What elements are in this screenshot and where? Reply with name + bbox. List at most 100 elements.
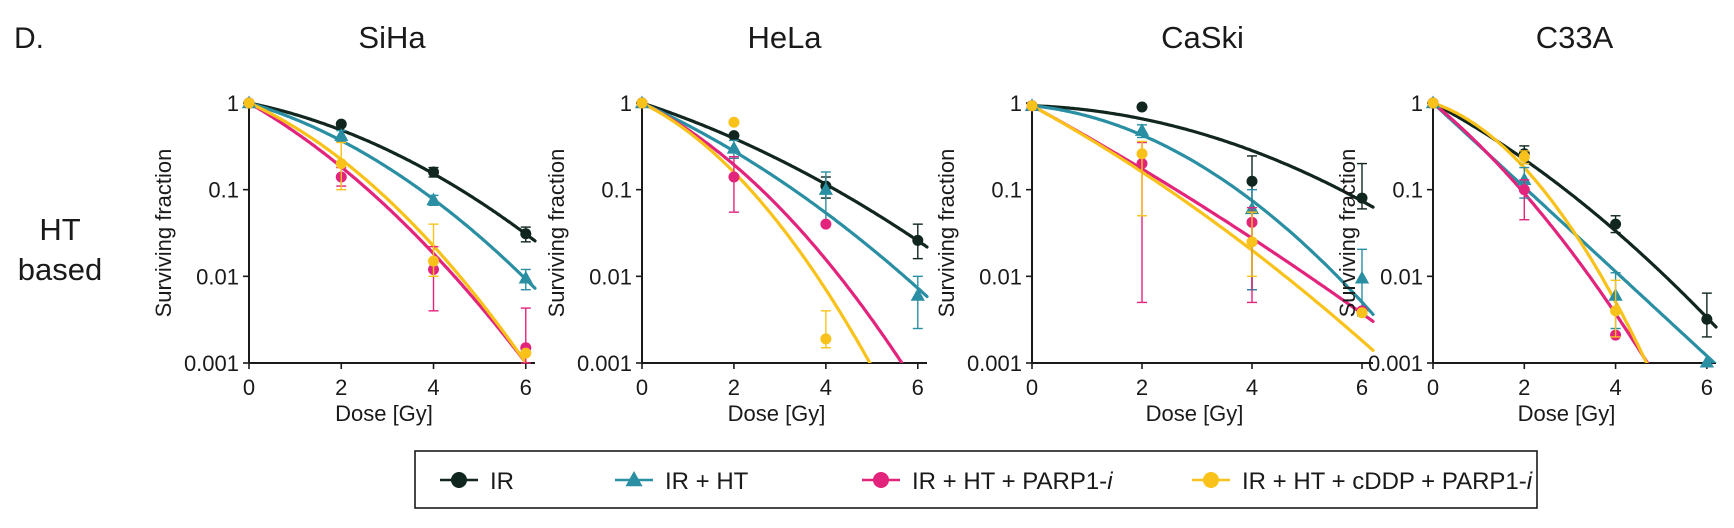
legend-box (414, 450, 1538, 509)
legend-entry-ir-ht-parp1-i: IR + HT + PARP1-i (862, 468, 1113, 495)
data-point-ir-ht (1134, 123, 1150, 136)
x-tick-label: 2 (1518, 375, 1530, 400)
data-point-ir-ht (1699, 354, 1714, 368)
data-point-ir-ht-cddp-parp1-i (1427, 97, 1439, 109)
fit-curve-ir-ht (642, 101, 929, 299)
y-tick-label: 0.1 (208, 178, 239, 203)
fit-curve-ir-ht-cddp-parp1-i (1032, 104, 1375, 352)
y-tick-label: 0.01 (589, 264, 632, 289)
data-point-ir-ht-cddp-parp1-i (1356, 307, 1368, 319)
legend-label: IR + HT + PARP1-i (912, 468, 1113, 495)
chart-title: CaSki (1161, 20, 1244, 55)
data-point-ir-ht (518, 270, 533, 284)
data-point-ir-ht-cddp-parp1-i (1136, 148, 1148, 160)
data-point-ir-ht (818, 182, 833, 195)
y-tick-label: 1 (1010, 91, 1022, 116)
data-point-ir-ht-cddp-parp1-i (520, 347, 532, 359)
chart-title: C33A (1536, 20, 1614, 55)
data-point-ir-ht-cddp-parp1-i (428, 255, 440, 267)
data-point-ir (1701, 313, 1713, 325)
y-tick-label: 0.001 (577, 351, 632, 376)
x-tick-label: 2 (1136, 375, 1148, 400)
fit-curves (642, 101, 929, 363)
row-label-line-2: based (18, 252, 102, 287)
data-point-ir-ht-cddp-parp1-i (820, 333, 832, 345)
data-point-ir (728, 130, 740, 142)
chart-title: SiHa (358, 20, 426, 55)
legend-entry-ir: IR (440, 468, 514, 495)
data-point-ir-ht-cddp-parp1-i (243, 97, 255, 109)
legend-entry-ir-ht-cddp-parp1-i: IR + HT + cDDP + PARP1-i (1192, 468, 1533, 495)
row-label-line-1: HT (39, 212, 80, 247)
data-point-ir (1136, 101, 1148, 113)
data-point-ir-ht-cddp-parp1-i (636, 97, 648, 109)
fit-curve-ir-ht-parp1-i (249, 101, 528, 363)
fit-curve-ir (249, 101, 537, 243)
legend-label: IR + HT + cDDP + PARP1-i (1242, 468, 1533, 495)
y-tick-label: 1 (227, 91, 239, 116)
data-point-ir (1356, 192, 1368, 204)
data-point-ir-ht (334, 128, 349, 141)
panel-label: D. (14, 22, 44, 55)
data-point-ir (1246, 175, 1258, 187)
x-axis-label: Dose [Gy] (335, 401, 433, 426)
data-point-ir-ht-cddp-parp1-i (1518, 151, 1530, 163)
x-tick-label: 4 (1609, 375, 1621, 400)
fit-curve-ir-ht-parp1-i (642, 101, 904, 363)
y-tick-label: 0.001 (1368, 351, 1423, 376)
x-tick-label: 0 (1427, 375, 1439, 400)
legend-entry-ir-ht: IR + HT (615, 468, 749, 495)
error-bar-ir-ht-parp1-i (728, 156, 739, 213)
fit-curves (249, 101, 537, 363)
y-tick-label: 0.01 (196, 264, 239, 289)
y-tick-label: 1 (620, 91, 632, 116)
fit-curves (1433, 101, 1718, 363)
y-axis-label: Surviving fraction (544, 149, 569, 318)
data-point-ir-ht-parp1-i (1518, 184, 1530, 196)
data-point-ir (1610, 218, 1622, 230)
x-tick-label: 6 (520, 375, 532, 400)
legend-label: IR (490, 468, 514, 495)
legend-marker (625, 471, 643, 487)
y-tick-label: 0.001 (184, 351, 239, 376)
y-tick-label: 0.1 (601, 178, 632, 203)
y-tick-label: 0.1 (1392, 178, 1423, 203)
y-axis-label: Surviving fraction (1335, 149, 1360, 318)
legend-marker (873, 472, 889, 488)
y-tick-label: 0.01 (979, 264, 1022, 289)
y-tick-label: 1 (1411, 91, 1423, 116)
data-point-ir-ht-cddp-parp1-i (1026, 100, 1038, 112)
y-axis-label: Surviving fraction (151, 149, 176, 318)
data-point-ir-ht-cddp-parp1-i (1246, 236, 1258, 248)
data-point-ir-ht-parp1-i (728, 171, 740, 183)
x-tick-label: 0 (1026, 375, 1038, 400)
fit-curve-ir (1032, 104, 1375, 209)
error-bar-ir-ht (912, 275, 923, 330)
x-tick-label: 2 (728, 375, 740, 400)
data-point-ir (912, 234, 924, 246)
x-tick-label: 4 (820, 375, 832, 400)
data-point-ir (335, 118, 347, 130)
x-tick-label: 6 (1701, 375, 1713, 400)
data-point-ir-ht (1517, 172, 1532, 186)
data-point-ir-ht-cddp-parp1-i (335, 158, 347, 170)
data-point-ir-ht (910, 288, 925, 301)
x-tick-label: 0 (636, 375, 648, 400)
data-point-ir (520, 228, 532, 240)
y-tick-label: 0.01 (1380, 264, 1423, 289)
x-tick-label: 4 (1246, 375, 1258, 400)
data-point-ir-ht (1354, 270, 1370, 284)
data-point-ir-ht (426, 192, 441, 206)
x-axis-label: Dose [Gy] (728, 401, 826, 426)
fit-curve-ir-ht (1032, 104, 1375, 316)
legend: IR IR + HT IR + HT + PARP1-i IR + HT + cDDP… (414, 450, 1538, 509)
x-tick-label: 6 (1356, 375, 1368, 400)
x-axis-label: Dose [Gy] (1518, 401, 1616, 426)
x-tick-label: 4 (427, 375, 439, 400)
